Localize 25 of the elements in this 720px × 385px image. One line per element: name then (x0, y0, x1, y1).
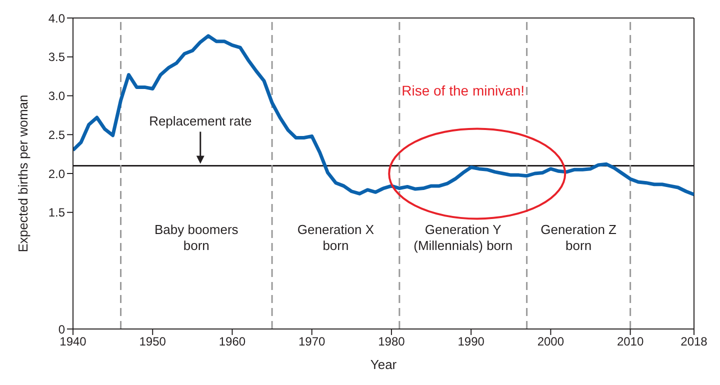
y-tick-label: 2.0 (48, 166, 66, 181)
y-tick-label: 3.0 (48, 89, 66, 104)
x-tick-label: 1970 (298, 334, 326, 349)
annotation: Rise of the minivan! (402, 82, 525, 99)
y-tick-label: 3.5 (48, 50, 66, 64)
y-tick-label: 0 (58, 322, 66, 336)
x-tick-label: 1950 (139, 334, 166, 349)
x-tick-label: 2000 (537, 334, 564, 349)
x-axis-title: Year (370, 357, 398, 372)
y-tick-label: 2.5 (48, 128, 66, 142)
x-tick-label: 1990 (458, 334, 485, 349)
annotation: Generation Y (Millennials) born (414, 222, 513, 253)
x-tick-label: 2018 (680, 334, 708, 349)
annotation: Baby boomers born (154, 222, 239, 253)
x-tick-label: 1980 (378, 334, 406, 349)
y-tick-label: 1.5 (48, 206, 66, 220)
annotation: Generation X born (297, 222, 374, 253)
annotation: Replacement rate (149, 114, 252, 129)
line-series (73, 34, 694, 196)
annotation: Generation Z born (540, 222, 617, 253)
y-axis-title: Expected births per woman (16, 94, 31, 252)
x-tick-label: 1940 (60, 334, 87, 349)
x-tick-label: 1960 (218, 334, 246, 349)
x-tick-label: 2010 (616, 334, 644, 349)
y-tick-label: 4.0 (48, 11, 66, 26)
